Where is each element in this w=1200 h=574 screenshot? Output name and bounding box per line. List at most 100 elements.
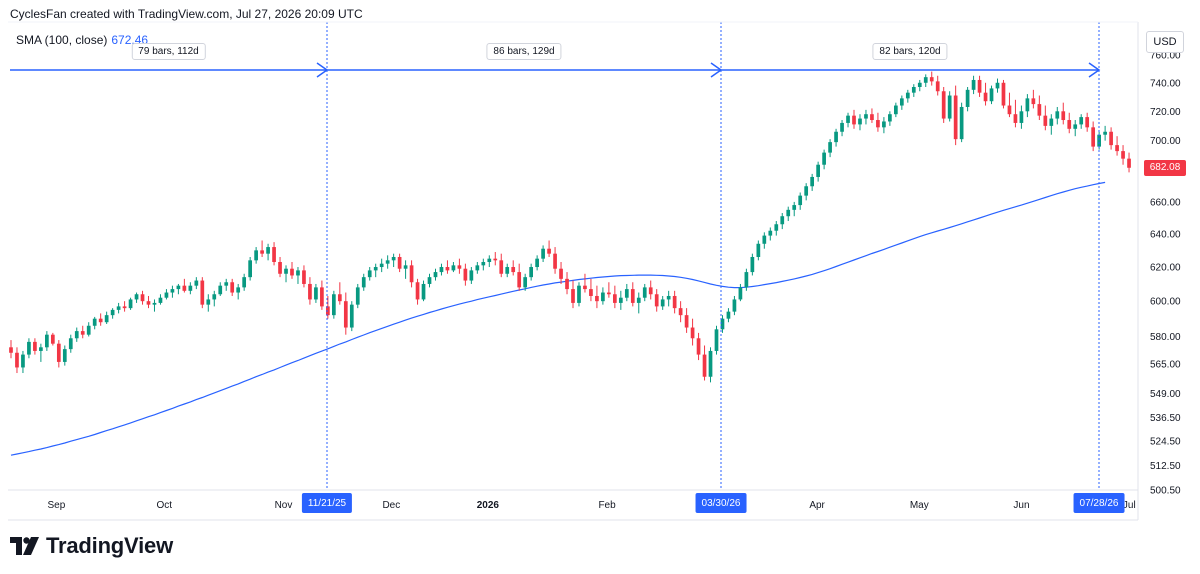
candle [529, 263, 534, 281]
candle-body [74, 331, 79, 339]
candle-body [188, 285, 193, 291]
candle [870, 108, 874, 123]
candle [780, 213, 785, 230]
candle-body [1073, 124, 1078, 129]
candle-body [768, 230, 773, 236]
candle [320, 280, 324, 310]
candle-body [439, 267, 444, 273]
candle [583, 273, 587, 293]
candle-body [690, 327, 695, 339]
candle [122, 301, 127, 312]
candle-body [278, 261, 282, 274]
measure-label: 86 bars, 129d [486, 43, 562, 60]
candle [1001, 79, 1006, 109]
candle [505, 263, 510, 278]
candle [1019, 105, 1024, 129]
candle-body [302, 270, 306, 284]
candle [535, 255, 539, 271]
candle-body [1115, 145, 1119, 152]
tradingview-logo[interactable]: TradingView [10, 533, 173, 559]
x-tick-label: 2026 [477, 500, 500, 511]
candle-body [349, 304, 354, 328]
candle [947, 91, 952, 122]
candle [846, 112, 850, 128]
candle-body [917, 82, 922, 88]
candle-body [888, 114, 892, 122]
candle [152, 299, 157, 312]
candle [744, 268, 749, 291]
x-tick-label: Sep [48, 500, 66, 511]
candle [660, 295, 665, 310]
candle [666, 290, 671, 307]
candle [212, 290, 217, 307]
candle [708, 347, 713, 383]
candle [1037, 95, 1042, 121]
candle [888, 111, 892, 126]
candle [971, 75, 976, 95]
candle-body [511, 267, 516, 273]
candle-body [463, 268, 468, 281]
candle [475, 261, 480, 274]
candle-body [1043, 115, 1048, 126]
candle-body [983, 92, 988, 102]
candle [858, 114, 862, 131]
candle-body [894, 105, 898, 115]
candle-body [1025, 98, 1030, 112]
candles-layer [9, 71, 1131, 383]
candle [385, 255, 390, 269]
y-tick-label: 720.00 [1150, 107, 1181, 118]
candle [68, 334, 73, 353]
candle-body [828, 142, 832, 153]
candle [427, 273, 432, 288]
candle-body [660, 299, 665, 307]
candle-body [367, 270, 372, 278]
candle-body [846, 115, 850, 123]
candle-body [756, 243, 761, 257]
candle [463, 263, 468, 286]
candle-body [708, 350, 713, 377]
candle-body [780, 216, 785, 225]
candle-body [15, 352, 19, 368]
candle-body [254, 250, 258, 261]
candle-body [630, 289, 635, 303]
candle-body [1001, 82, 1006, 106]
candle-body [696, 338, 701, 355]
candle [33, 338, 37, 355]
candle-body [834, 131, 838, 143]
candle-body [1067, 120, 1072, 129]
candle [1061, 102, 1066, 125]
sma-layer [10, 181, 1106, 456]
candle [146, 295, 151, 309]
candle [941, 87, 946, 123]
candle [457, 258, 462, 274]
y-tick-label: 640.00 [1150, 229, 1181, 240]
candle-body [314, 287, 318, 300]
candle-body [523, 277, 528, 288]
candle [176, 283, 181, 295]
candle [923, 74, 928, 88]
candle-body [624, 289, 629, 298]
candle [242, 273, 247, 291]
candle [158, 294, 163, 305]
candle [589, 278, 593, 302]
candle [487, 255, 492, 268]
candle [624, 283, 629, 302]
candle [1079, 114, 1084, 129]
x-tick-label: Feb [598, 500, 616, 511]
candle-body [433, 272, 438, 278]
candle-body [654, 294, 659, 307]
candle [756, 240, 761, 261]
candle [929, 71, 934, 86]
candle-body [977, 79, 982, 93]
candle [224, 278, 229, 291]
candle [104, 311, 109, 324]
candle [439, 263, 444, 276]
candle [1013, 99, 1018, 128]
currency-button[interactable]: USD [1146, 31, 1184, 53]
candle-body [62, 349, 67, 362]
candle [278, 256, 282, 278]
candle-body [911, 87, 916, 93]
candle [260, 240, 264, 257]
sma-legend[interactable]: SMA (100, close) 672.46 [16, 33, 148, 47]
